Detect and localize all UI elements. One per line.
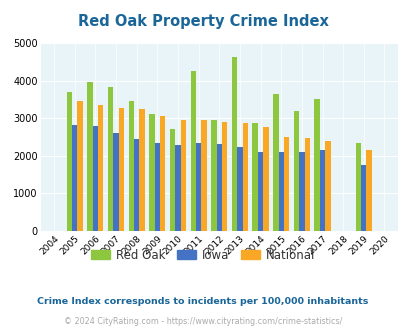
- Bar: [77, 101, 83, 231]
- Bar: [108, 87, 113, 231]
- Bar: [231, 57, 237, 231]
- Bar: [257, 151, 262, 231]
- Bar: [113, 133, 118, 231]
- Text: Red Oak Property Crime Index: Red Oak Property Crime Index: [77, 14, 328, 29]
- Bar: [313, 99, 319, 231]
- Bar: [324, 142, 330, 231]
- Bar: [283, 137, 288, 231]
- Bar: [169, 129, 175, 231]
- Bar: [160, 116, 165, 231]
- Bar: [216, 145, 222, 231]
- Bar: [180, 120, 185, 231]
- Bar: [196, 143, 201, 231]
- Bar: [149, 114, 154, 231]
- Bar: [201, 120, 206, 231]
- Bar: [92, 126, 98, 231]
- Bar: [175, 145, 180, 231]
- Bar: [134, 139, 139, 231]
- Text: Crime Index corresponds to incidents per 100,000 inhabitants: Crime Index corresponds to incidents per…: [37, 297, 368, 307]
- Bar: [355, 143, 360, 231]
- Bar: [273, 94, 278, 231]
- Bar: [66, 92, 72, 231]
- Bar: [262, 127, 268, 231]
- Bar: [293, 111, 298, 231]
- Text: © 2024 CityRating.com - https://www.cityrating.com/crime-statistics/: © 2024 CityRating.com - https://www.city…: [64, 317, 341, 326]
- Bar: [72, 124, 77, 231]
- Bar: [237, 148, 242, 231]
- Bar: [211, 120, 216, 231]
- Bar: [304, 138, 309, 231]
- Bar: [87, 82, 92, 231]
- Bar: [154, 143, 160, 231]
- Bar: [128, 101, 134, 231]
- Bar: [360, 165, 366, 231]
- Bar: [98, 105, 103, 231]
- Bar: [319, 150, 324, 231]
- Bar: [118, 108, 124, 231]
- Legend: Red Oak, Iowa, National: Red Oak, Iowa, National: [86, 244, 319, 266]
- Bar: [222, 121, 227, 231]
- Bar: [298, 151, 304, 231]
- Bar: [252, 123, 257, 231]
- Bar: [366, 150, 371, 231]
- Bar: [139, 110, 144, 231]
- Bar: [242, 123, 247, 231]
- Bar: [190, 71, 196, 231]
- Bar: [278, 152, 283, 231]
